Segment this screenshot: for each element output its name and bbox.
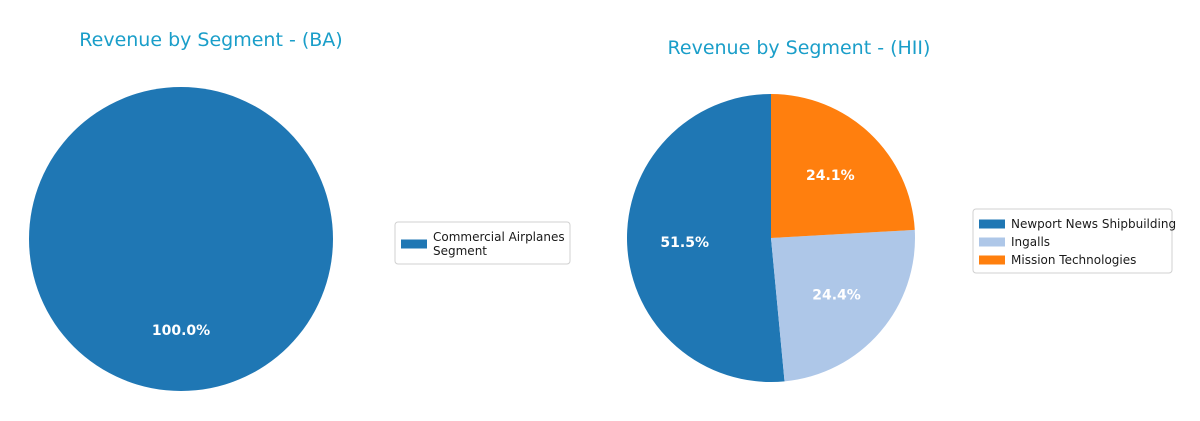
pie-slices-ba: [29, 87, 333, 391]
pie-slice: [771, 94, 915, 238]
pie-labels-ba: 100.0%: [152, 323, 210, 339]
legend-label: Ingalls: [1011, 235, 1050, 249]
chart-title-ba: Revenue by Segment - (BA): [79, 29, 342, 51]
pie-slice: [771, 229, 916, 382]
pie-slices-hii: [627, 94, 916, 382]
legend-label: Newport News Shipbuilding: [1011, 217, 1176, 231]
pie-slice: [627, 94, 785, 382]
legend-frame: [972, 208, 1173, 274]
legend-frame: [394, 221, 571, 265]
chart-title-hii: Revenue by Segment - (HII): [668, 37, 931, 59]
legend-swatch: [979, 219, 1005, 229]
slice-percent-label: 24.4%: [812, 287, 861, 303]
legend-swatch: [979, 237, 1005, 247]
slice-percent-label: 24.1%: [806, 168, 855, 184]
slice-percent-label: 51.5%: [660, 235, 709, 251]
pie-chart-ba: Revenue by Segment - (BA) 100.0% Commerc…: [29, 29, 571, 391]
legend-label: Segment: [433, 244, 487, 258]
slice-percent-label: 100.0%: [152, 323, 210, 339]
legend-label: Mission Technologies: [1011, 253, 1136, 267]
legend-hii: Newport News Shipbuilding Ingalls Mission …: [972, 208, 1176, 274]
legend-swatch: [979, 255, 1005, 265]
legend-label: Commercial Airplanes: [433, 230, 565, 244]
legend-swatch: [401, 239, 427, 249]
pie-chart-hii: Revenue by Segment - (HII) 51.5% 24.4% 24.…: [627, 37, 1176, 382]
pie-slice: [29, 87, 333, 391]
pie-labels-hii: 51.5% 24.4% 24.1%: [660, 168, 860, 303]
